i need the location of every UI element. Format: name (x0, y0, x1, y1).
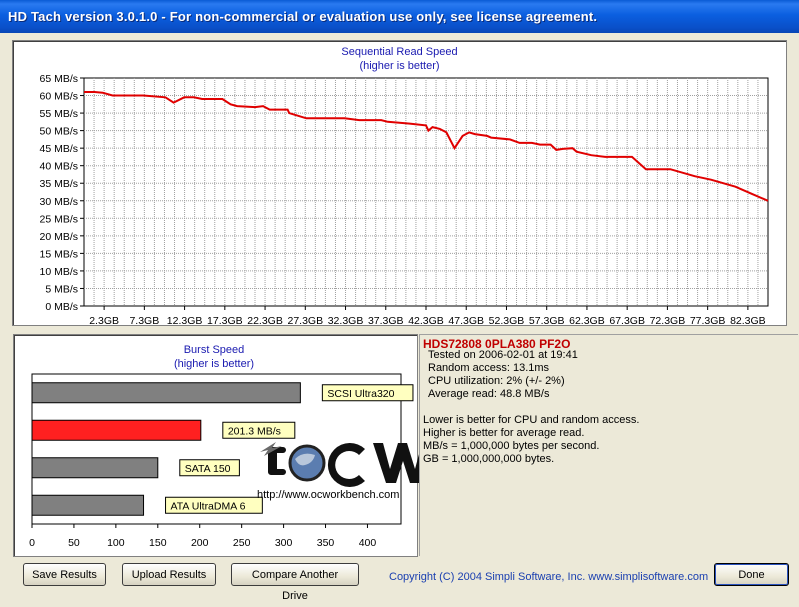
note-line-3: MB/s = 1,000,000 bytes per second. (423, 440, 599, 452)
burst-x-tick-label: 50 (68, 537, 80, 549)
burst-x-tick-label: 350 (317, 537, 335, 549)
average-read: Average read: 48.8 MB/s (428, 388, 549, 400)
random-access: Random access: 13.1ms (428, 362, 549, 374)
burst-bar-label: ATA UltraDMA 6 (171, 500, 246, 512)
burst-bar-label: 201.3 MB/s (228, 425, 281, 437)
bolt-icon (256, 438, 286, 458)
burst-x-tick-label: 150 (149, 537, 167, 549)
burst-bar-label: SATA 150 (185, 463, 231, 475)
drive-info-panel: HDS72808 0PLA380 PF2O Tested on 2006-02-… (419, 334, 798, 556)
hdtach-window: HD Tach version 3.0.1.0 - For non-commer… (0, 0, 799, 592)
burst-x-tick-label: 200 (191, 537, 209, 549)
note-line-2: Higher is better for average read. (423, 427, 584, 439)
burst-bar (32, 383, 300, 403)
copyright-text[interactable]: Copyright (C) 2004 Simpli Software, Inc.… (389, 571, 708, 583)
compare-another-drive-button[interactable]: Compare Another Drive (231, 563, 359, 586)
burst-bar (32, 458, 158, 478)
done-button[interactable]: Done (714, 563, 789, 586)
burst-x-tick-label: 0 (29, 537, 35, 549)
save-results-button[interactable]: Save Results (23, 563, 106, 586)
burst-bar (32, 495, 144, 515)
watermark-url: http://www.ocworkbench.com (257, 489, 399, 501)
burst-x-tick-label: 400 (359, 537, 377, 549)
upload-results-button[interactable]: Upload Results (122, 563, 216, 586)
burst-bar (32, 420, 201, 440)
note-line-4: GB = 1,000,000,000 bytes. (423, 453, 554, 465)
burst-x-tick-label: 100 (107, 537, 125, 549)
burst-x-tick-label: 300 (275, 537, 293, 549)
burst-bar-label: SCSI Ultra320 (327, 388, 394, 400)
tested-on: Tested on 2006-02-01 at 19:41 (428, 349, 578, 361)
cpu-utilization: CPU utilization: 2% (+/- 2%) (428, 375, 565, 387)
note-line-1: Lower is better for CPU and random acces… (423, 414, 639, 426)
burst-x-tick-label: 250 (233, 537, 251, 549)
